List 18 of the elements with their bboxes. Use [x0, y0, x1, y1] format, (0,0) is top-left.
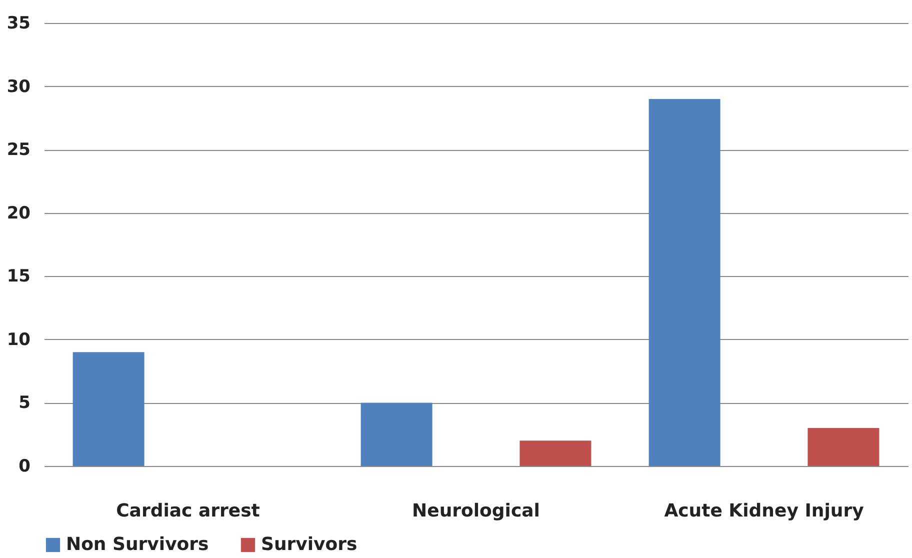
- y-tick-label: 0: [18, 456, 31, 476]
- y-tick-label: 20: [6, 203, 31, 224]
- y-tick-label: 15: [6, 266, 30, 287]
- bar: [648, 98, 720, 466]
- y-tick-label: 30: [6, 76, 31, 97]
- bar: [808, 428, 880, 466]
- legend-label: Non Survivors: [66, 534, 209, 555]
- y-tick-label: 10: [6, 330, 31, 350]
- bar: [520, 440, 592, 466]
- y-tick-label: 35: [6, 14, 30, 34]
- y-tick-label: 5: [18, 393, 30, 414]
- x-tick-label: Acute Kidney Injury: [664, 500, 864, 522]
- x-tick-label: Neurological: [412, 500, 540, 522]
- bar: [360, 402, 432, 466]
- x-tick-label: Cardiac arrest: [116, 500, 260, 522]
- legend-label: Survivors: [261, 534, 358, 555]
- y-tick-label: 25: [6, 140, 30, 160]
- bar: [72, 352, 144, 466]
